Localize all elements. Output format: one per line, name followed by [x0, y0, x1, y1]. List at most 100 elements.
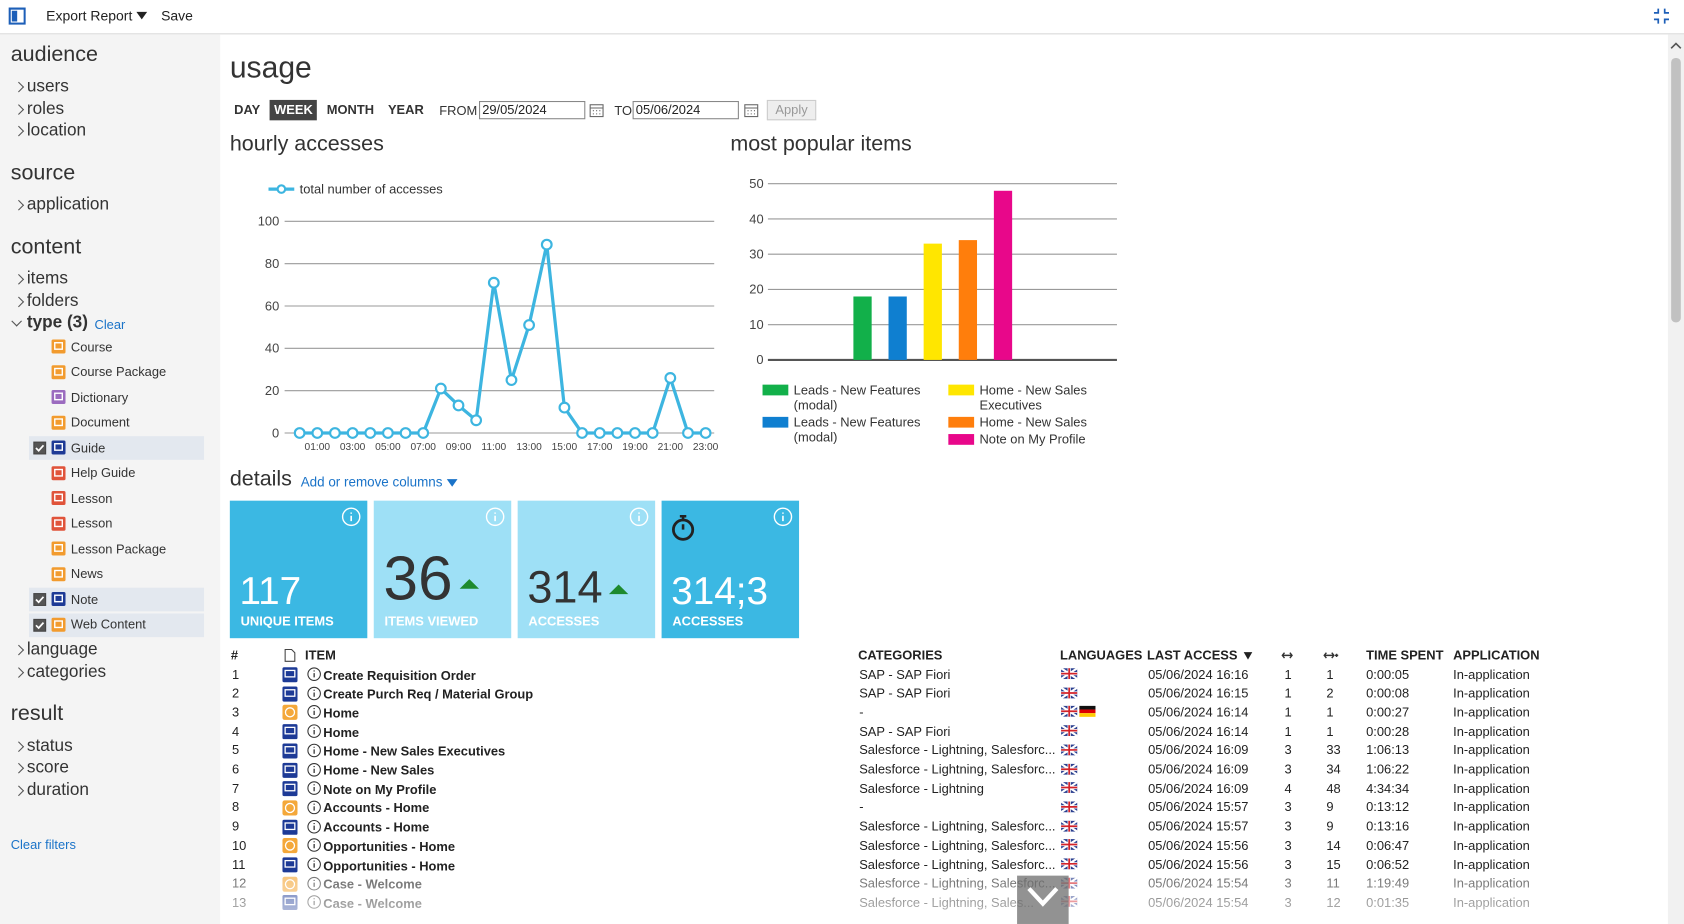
save-button[interactable]: Save: [161, 7, 193, 24]
last-access: 05/06/2024 15:57: [1148, 818, 1249, 834]
last-access: 05/06/2024 16:14: [1148, 704, 1249, 720]
filter-toggle[interactable]: score: [27, 757, 69, 778]
calendar-icon[interactable]: [744, 103, 759, 118]
item-name[interactable]: Create Purch Req / Material Group: [323, 686, 534, 702]
scroll-down-chevron[interactable]: [1026, 883, 1060, 911]
period-button[interactable]: MONTH: [326, 102, 375, 118]
filter-toggle[interactable]: roles: [27, 98, 64, 119]
filter-toggle[interactable]: status: [27, 735, 73, 756]
time-spent: 0:00:28: [1366, 723, 1410, 739]
columns-link[interactable]: Add or remove columns: [301, 474, 458, 491]
column-header[interactable]: LANGUAGES: [1060, 647, 1143, 663]
item-info-icon[interactable]: [307, 800, 321, 815]
item-info-icon[interactable]: [307, 686, 321, 700]
type-option[interactable]: Dictionary: [70, 389, 129, 405]
item-name[interactable]: Home: [323, 705, 360, 721]
scroll-up-arrow[interactable]: [1670, 41, 1682, 52]
item-info-icon[interactable]: [307, 857, 321, 872]
scrollbar-thumb[interactable]: [1671, 58, 1681, 323]
item-name[interactable]: Opportunities - Home: [323, 838, 456, 854]
item-info-icon[interactable]: [307, 743, 321, 758]
type-filter[interactable]: type (3): [27, 313, 88, 334]
arrows-icon: [1281, 652, 1293, 659]
info-circle: [629, 507, 649, 527]
type-icon-inner: [54, 367, 63, 376]
y-tick-label: 100: [258, 214, 279, 229]
stat-value: 314: [527, 561, 603, 613]
filter-toggle[interactable]: duration: [27, 779, 89, 800]
type-option[interactable]: Help Guide: [70, 465, 136, 481]
info-button[interactable]: [629, 507, 649, 527]
calendar-icon[interactable]: [589, 103, 604, 118]
type-option[interactable]: Guide: [70, 439, 106, 456]
flag-cross-red: [1061, 801, 1078, 813]
column-header[interactable]: APPLICATION: [1453, 647, 1540, 663]
type-option[interactable]: Lesson: [70, 515, 113, 531]
calendar-grid: [590, 107, 604, 115]
from-date-input[interactable]: 29/05/2024: [479, 100, 586, 120]
item-info-icon[interactable]: [307, 781, 321, 796]
item-info-icon[interactable]: [307, 838, 321, 853]
info-button[interactable]: [773, 507, 793, 527]
filter-toggle[interactable]: users: [27, 76, 69, 97]
item-info-icon[interactable]: [307, 762, 321, 777]
filter-toggle[interactable]: folders: [27, 291, 79, 312]
checkbox[interactable]: [33, 618, 47, 632]
app-logo[interactable]: [8, 7, 26, 25]
line-point: [523, 319, 536, 331]
item-name[interactable]: Home - New Sales: [323, 762, 435, 778]
clear-filters-link[interactable]: Clear filters: [10, 836, 76, 852]
checkbox[interactable]: [33, 441, 47, 455]
clear-type-link[interactable]: Clear: [94, 316, 126, 332]
filter-toggle[interactable]: location: [27, 120, 86, 141]
export-report-button[interactable]: Export Report: [46, 8, 147, 25]
filter-toggle[interactable]: application: [27, 194, 109, 215]
checkbox[interactable]: [33, 593, 47, 606]
column-header[interactable]: LAST ACCESS: [1147, 647, 1253, 663]
column-header[interactable]: TIME SPENT: [1366, 647, 1444, 663]
column-header[interactable]: CATEGORIES: [858, 647, 943, 663]
type-option[interactable]: News: [70, 566, 104, 582]
type-option[interactable]: Document: [70, 414, 130, 430]
type-option[interactable]: Note: [70, 591, 99, 607]
language-flag: [1060, 857, 1078, 871]
scroll-down-hint[interactable]: [1017, 875, 1069, 924]
application: In-application: [1453, 837, 1530, 853]
period-button[interactable]: WEEK: [269, 99, 318, 121]
item-name[interactable]: Accounts - Home: [323, 800, 430, 816]
type-icon: [51, 364, 66, 379]
type-option[interactable]: Web Content: [70, 616, 146, 632]
item-name[interactable]: Home: [323, 724, 360, 740]
item-name[interactable]: Accounts - Home: [323, 819, 430, 835]
item-info-icon[interactable]: [307, 819, 321, 834]
period-button[interactable]: YEAR: [387, 102, 424, 118]
guide-icon-inner: [284, 688, 296, 697]
guide-icon-inner: [284, 764, 296, 773]
item-name[interactable]: Create Requisition Order: [323, 667, 476, 683]
type-option[interactable]: Lesson: [70, 490, 113, 506]
type-option[interactable]: Lesson Package: [70, 540, 167, 557]
info-circle: [307, 838, 321, 853]
item-name[interactable]: Home - New Sales Executives: [323, 743, 506, 759]
bar: [993, 190, 1013, 360]
info-button[interactable]: [485, 507, 505, 527]
item-info-icon[interactable]: [307, 724, 321, 738]
filter-toggle[interactable]: items: [27, 269, 68, 290]
flag-cross-red: [1061, 706, 1078, 718]
collapse-button[interactable]: [1652, 6, 1671, 25]
filter-toggle[interactable]: language: [27, 639, 98, 660]
info-button[interactable]: [341, 507, 361, 527]
apply-button[interactable]: Apply: [766, 99, 817, 121]
item-info-icon[interactable]: [307, 705, 321, 719]
period-button[interactable]: DAY: [234, 102, 261, 118]
type-option[interactable]: Course Package: [70, 364, 167, 380]
item-info-icon[interactable]: [307, 667, 321, 681]
item-name[interactable]: Note on My Profile: [323, 781, 437, 797]
item-name[interactable]: Opportunities - Home: [323, 857, 456, 873]
column-header[interactable]: ITEM: [305, 647, 336, 663]
application: In-application: [1453, 856, 1530, 872]
filter-toggle[interactable]: categories: [27, 661, 106, 682]
application: In-application: [1453, 818, 1530, 834]
to-date-input[interactable]: 05/06/2024: [632, 100, 739, 120]
type-option[interactable]: Course: [70, 338, 113, 355]
